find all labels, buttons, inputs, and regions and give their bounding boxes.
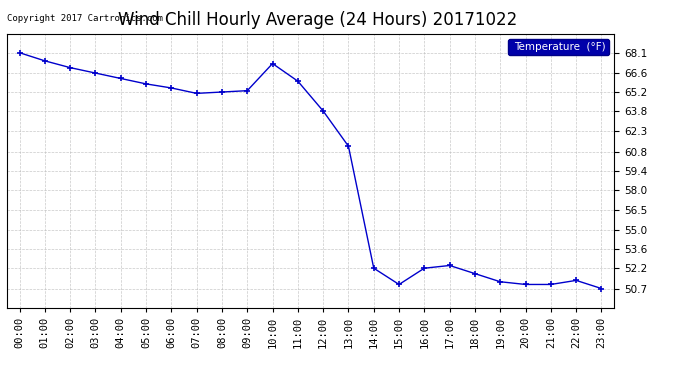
Text: Wind Chill Hourly Average (24 Hours) 20171022: Wind Chill Hourly Average (24 Hours) 201… [118,11,517,29]
Text: Copyright 2017 Cartronics.com: Copyright 2017 Cartronics.com [7,14,163,23]
Legend: Temperature  (°F): Temperature (°F) [508,39,609,55]
